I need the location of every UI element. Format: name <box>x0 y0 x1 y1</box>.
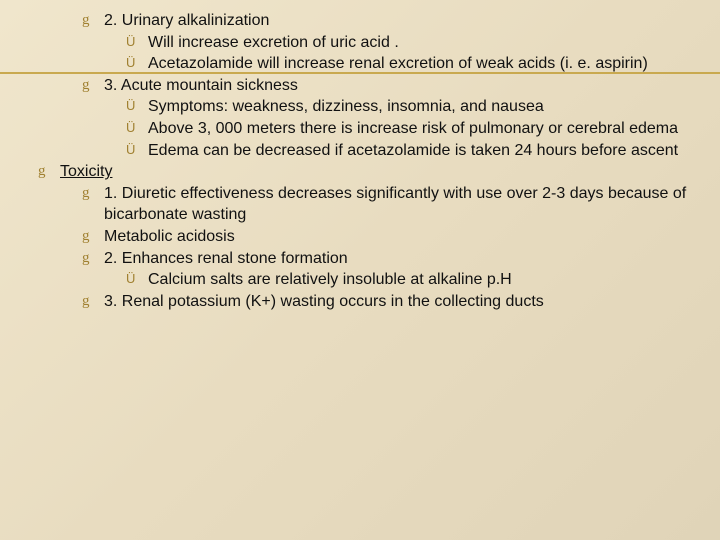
text-line: Above 3, 000 meters there is increase ri… <box>148 118 700 140</box>
list-item: Ü Calcium salts are relatively insoluble… <box>20 269 700 291</box>
slide-content: g 2. Urinary alkalinization Ü Will incre… <box>20 10 700 312</box>
text-line: 2. Enhances renal stone formation <box>104 248 700 270</box>
text-line: Edema can be decreased if acetazolamide … <box>148 140 700 162</box>
guillemet-bullet-icon: Ü <box>126 32 148 52</box>
script-bullet-icon: g <box>82 248 104 268</box>
guillemet-bullet-icon: Ü <box>126 53 148 73</box>
text-line: Will increase excretion of uric acid . <box>148 32 700 54</box>
guillemet-bullet-icon: Ü <box>126 269 148 289</box>
script-bullet-icon: g <box>82 75 104 95</box>
list-item: g 1. Diuretic effectiveness decreases si… <box>20 183 700 226</box>
text-line: Metabolic acidosis <box>104 226 700 248</box>
text-line: 1. Diuretic effectiveness decreases sign… <box>104 183 700 226</box>
list-item: Ü Edema can be decreased if acetazolamid… <box>20 140 700 162</box>
text-line: 2. Urinary alkalinization <box>104 10 700 32</box>
text-line: Symptoms: weakness, dizziness, insomnia,… <box>148 96 700 118</box>
list-item: Ü Symptoms: weakness, dizziness, insomni… <box>20 96 700 118</box>
list-item: g 3. Acute mountain sickness <box>20 75 700 97</box>
script-bullet-icon: g <box>82 183 104 203</box>
script-bullet-icon: g <box>82 291 104 311</box>
guillemet-bullet-icon: Ü <box>126 140 148 160</box>
list-item: g 2. Urinary alkalinization <box>20 10 700 32</box>
list-item: g 2. Enhances renal stone formation <box>20 248 700 270</box>
list-item: Ü Above 3, 000 meters there is increase … <box>20 118 700 140</box>
list-item: g Toxicity <box>20 161 700 183</box>
script-bullet-icon: g <box>38 161 60 181</box>
list-item: g 3. Renal potassium (K+) wasting occurs… <box>20 291 700 313</box>
list-item: g Metabolic acidosis <box>20 226 700 248</box>
text-line: Calcium salts are relatively insoluble a… <box>148 269 700 291</box>
script-bullet-icon: g <box>82 10 104 30</box>
toxicity-heading: Toxicity <box>60 161 700 183</box>
guillemet-bullet-icon: Ü <box>126 118 148 138</box>
list-item: Ü Acetazolamide will increase renal excr… <box>20 53 700 75</box>
guillemet-bullet-icon: Ü <box>126 96 148 116</box>
text-line: 3. Acute mountain sickness <box>104 75 700 97</box>
list-item: Ü Will increase excretion of uric acid . <box>20 32 700 54</box>
slide-background: g 2. Urinary alkalinization Ü Will incre… <box>0 0 720 540</box>
text-line: 3. Renal potassium (K+) wasting occurs i… <box>104 291 700 313</box>
script-bullet-icon: g <box>82 226 104 246</box>
text-line: Acetazolamide will increase renal excret… <box>148 53 700 75</box>
